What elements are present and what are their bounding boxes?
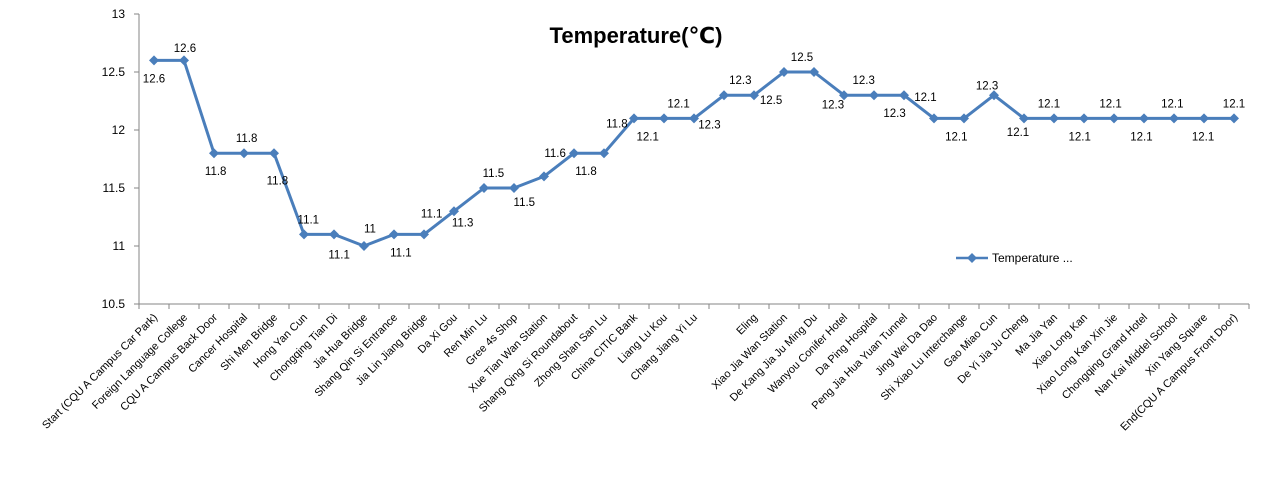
data-point (779, 67, 789, 77)
data-label: 11.8 (205, 166, 227, 178)
y-tick-label: 11 (113, 239, 126, 253)
y-axis-ticks: 10.5 11 11.5 12 12.5 13 (102, 7, 139, 311)
axes (138, 14, 1249, 305)
y-tick-label: 10.5 (102, 297, 126, 311)
data-point (809, 67, 819, 77)
data-point (449, 206, 459, 217)
data-point (1079, 113, 1089, 124)
data-point (1229, 113, 1239, 124)
x-tick-label: Eling (734, 312, 760, 338)
data-point (959, 113, 969, 124)
data-point (1049, 113, 1059, 124)
data-label: 11.5 (514, 197, 536, 209)
y-tick-label: 12 (112, 123, 126, 137)
data-point (899, 90, 909, 101)
data-label: 12.3 (976, 81, 998, 93)
data-label: 11.8 (606, 118, 628, 130)
data-label: 11.3 (452, 218, 474, 230)
data-point (389, 229, 399, 240)
data-label: 12.1 (1192, 131, 1214, 143)
data-point (269, 148, 279, 159)
data-label: 12.1 (1130, 131, 1152, 143)
data-point (989, 90, 999, 101)
legend-marker (967, 253, 977, 263)
data-label: 12.3 (698, 120, 720, 132)
chart-title: Temperature(℃) (550, 23, 723, 48)
data-label: 12.1 (1099, 98, 1121, 110)
data-point (749, 90, 759, 101)
data-point (239, 148, 249, 159)
data-label: 11.6 (544, 148, 566, 160)
y-tick-label: 11.5 (103, 181, 126, 195)
data-label: 12.5 (791, 52, 813, 64)
data-label: 12.1 (945, 131, 967, 143)
data-label: 12.3 (883, 108, 905, 120)
data-point (299, 229, 309, 240)
data-label: 12.3 (822, 100, 844, 112)
x-axis-ticks: Start (CQU A Campus Car Park)Foreign Lan… (40, 304, 1250, 433)
data-point (929, 113, 939, 124)
data-point (869, 90, 879, 101)
data-point (419, 229, 429, 240)
data-point (1199, 113, 1209, 124)
data-label: 11.8 (575, 166, 597, 178)
y-tick-label: 12.5 (102, 65, 126, 79)
data-label: 12.1 (1038, 98, 1060, 110)
data-point (329, 229, 339, 240)
data-label: 11.1 (328, 249, 350, 261)
data-point (1109, 113, 1119, 124)
data-point (1169, 113, 1179, 124)
data-point (209, 148, 219, 159)
data-label: 11 (364, 224, 376, 236)
data-point (509, 183, 519, 193)
data-point (539, 171, 549, 182)
data-point (479, 183, 489, 193)
data-point (1019, 113, 1029, 124)
data-label: 12.1 (637, 131, 659, 143)
data-label: 12.6 (174, 43, 196, 55)
data-label: 12.1 (1007, 127, 1029, 139)
series-temperature (149, 55, 1239, 251)
data-label: 11.8 (267, 176, 289, 188)
data-label: 12.1 (1069, 131, 1091, 143)
data-label: 12.1 (667, 98, 689, 110)
data-label: 12.1 (914, 92, 936, 104)
data-label: 12.3 (853, 75, 875, 87)
data-label: 11.8 (236, 133, 258, 145)
data-label: 12.1 (1161, 98, 1183, 110)
data-point (599, 148, 609, 159)
data-label: 11.1 (298, 214, 320, 226)
data-label: 11.5 (483, 168, 505, 180)
data-point (569, 148, 579, 159)
data-label: 12.6 (143, 73, 165, 85)
data-label: 11.1 (421, 208, 443, 220)
data-point (629, 113, 639, 124)
y-tick-label: 13 (112, 7, 126, 21)
data-point (659, 113, 669, 124)
data-point (149, 55, 159, 66)
data-point (689, 113, 699, 124)
data-label: 12.1 (1223, 98, 1245, 110)
data-point (359, 241, 369, 251)
data-point (179, 55, 189, 66)
data-labels: 12.6 12.6 11.8 11.8 11.8 11.1 11.1 11 11.1 11.1 11… (143, 43, 1245, 261)
x-tick-label: Start (CQU A Campus Car Park) (40, 312, 160, 432)
legend-label: Temperature ... (992, 251, 1073, 265)
data-point (719, 90, 729, 101)
data-label: 11.1 (390, 247, 412, 259)
data-point (1139, 113, 1149, 124)
data-point (839, 90, 849, 101)
data-label: 12.3 (729, 75, 751, 87)
legend: Temperature ... (956, 251, 1073, 265)
data-label: 12.5 (760, 95, 782, 107)
